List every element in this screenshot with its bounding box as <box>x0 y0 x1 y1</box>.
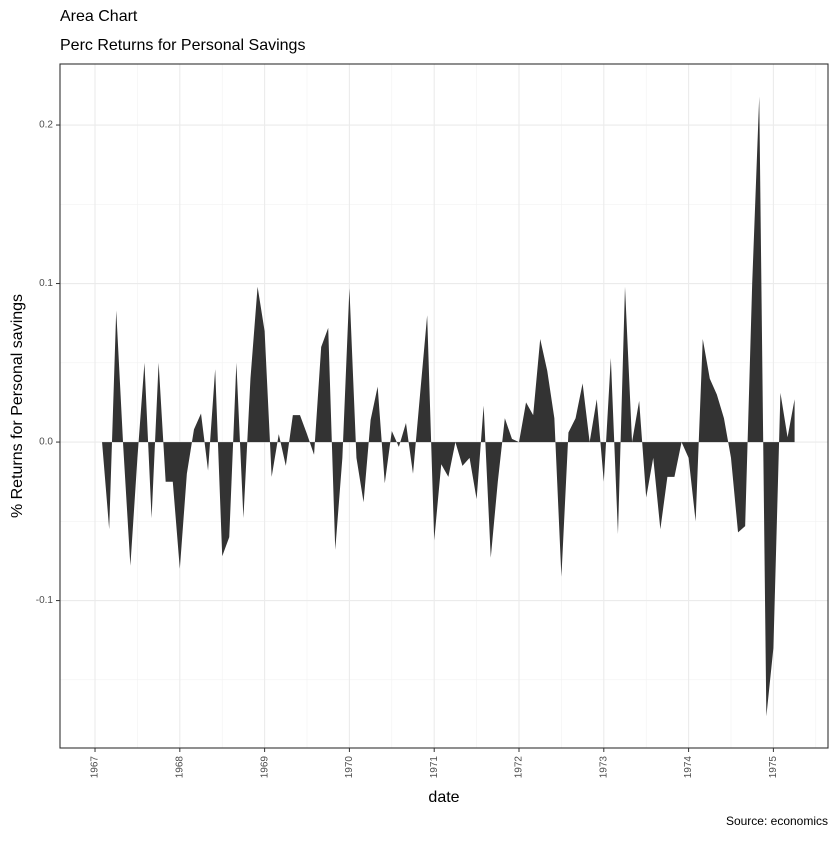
chart-title: Area Chart <box>60 8 138 25</box>
x-tick-label: 1971 <box>429 756 440 779</box>
y-tick-label: 0.1 <box>39 278 53 289</box>
x-tick-label: 1967 <box>90 756 101 779</box>
x-axis-title: date <box>428 789 459 806</box>
x-tick-label: 1975 <box>768 756 779 779</box>
y-axis-title: % Returns for Personal savings <box>9 294 26 518</box>
x-tick-label: 1974 <box>683 756 694 779</box>
x-tick-label: 1973 <box>598 756 609 779</box>
x-tick-label: 1972 <box>514 756 525 779</box>
x-tick-label: 1968 <box>174 756 185 779</box>
x-tick-label: 1969 <box>259 756 270 779</box>
y-tick-label: 0.2 <box>39 120 53 131</box>
x-tick-label: 1970 <box>344 756 355 779</box>
chart-subtitle: Perc Returns for Personal Savings <box>60 37 305 54</box>
caption: Source: economics <box>726 814 828 828</box>
y-tick-label: -0.1 <box>36 595 54 606</box>
y-tick-label: 0.0 <box>39 437 53 448</box>
panel-border <box>59 63 829 749</box>
